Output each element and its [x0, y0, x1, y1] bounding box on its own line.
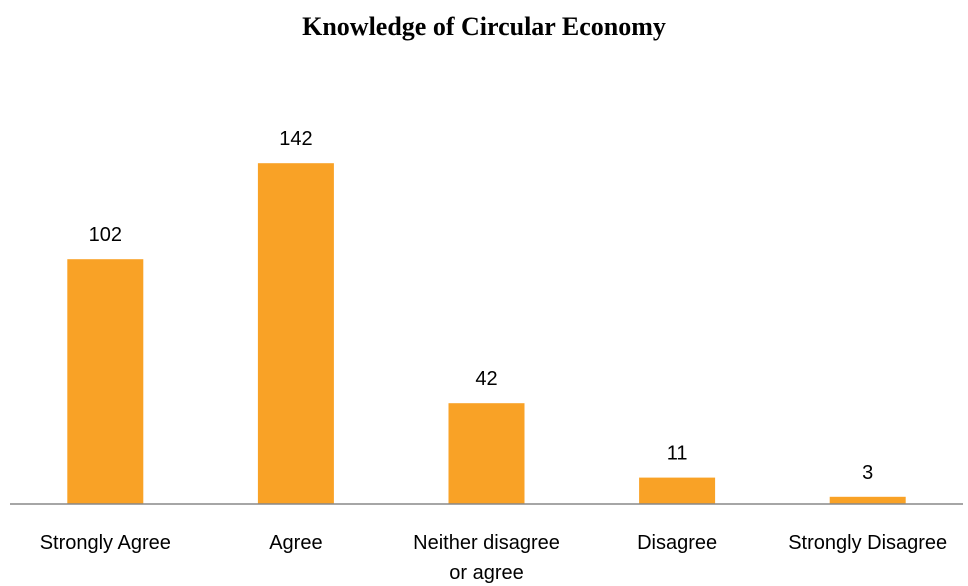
bars-layer: [67, 163, 906, 504]
category-label-line: Neither disagree: [413, 532, 560, 554]
bar-5: [829, 496, 906, 504]
bar-value-label-2: 142: [279, 128, 312, 150]
category-labels-layer: Strongly Agree Agree Neither disagree or ag…: [40, 532, 947, 584]
category-label-line: or agree: [449, 562, 524, 584]
bar-value-label-3: 42: [475, 368, 497, 390]
bar-2: [257, 163, 334, 504]
bar-3: [448, 403, 525, 504]
bar-1: [67, 259, 144, 504]
category-label-line: Agree: [269, 532, 322, 554]
category-label-3: Neither disagree or agree: [413, 532, 560, 584]
bar-4: [639, 477, 716, 504]
bar-value-label-4: 11: [667, 443, 688, 465]
bar-value-label-5: 3: [862, 462, 873, 484]
chart-title: Knowledge of Circular Economy: [302, 12, 666, 41]
category-label-2: Agree: [269, 532, 322, 554]
category-label-line: Strongly Agree: [40, 532, 171, 554]
bar-value-label-1: 102: [89, 224, 122, 246]
category-label-5: Strongly Disagree: [788, 532, 947, 554]
category-label-4: Disagree: [637, 532, 717, 554]
category-label-line: Strongly Disagree: [788, 532, 947, 554]
category-label-line: Disagree: [637, 532, 717, 554]
category-label-1: Strongly Agree: [40, 532, 171, 554]
value-labels-layer: 102 142 42 11 3: [89, 128, 874, 484]
